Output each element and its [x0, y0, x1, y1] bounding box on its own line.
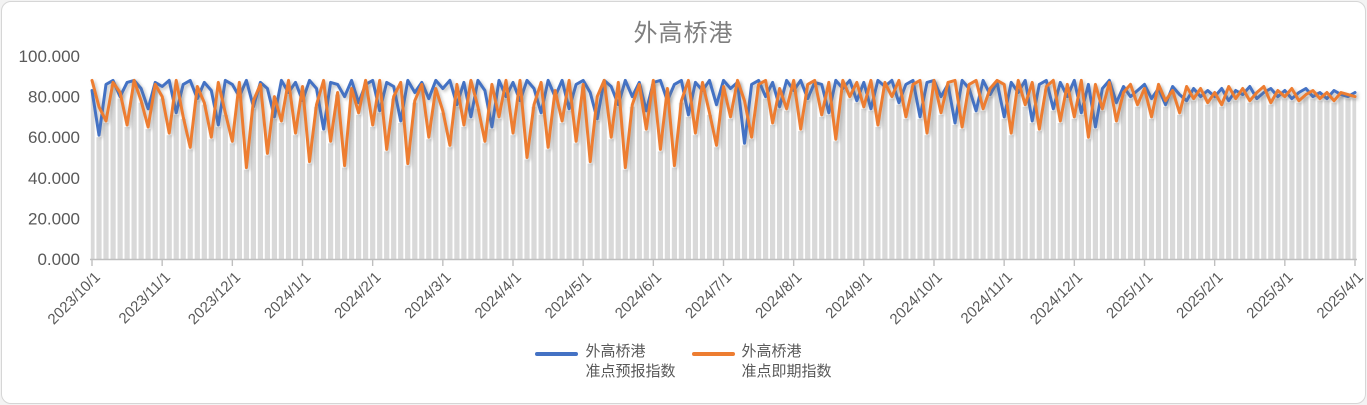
spot-line-marker-icon	[691, 352, 735, 356]
svg-text:2024/5/1: 2024/5/1	[542, 269, 595, 322]
x-axis	[90, 258, 1357, 266]
svg-text:2025/1/1: 2025/1/1	[1103, 269, 1156, 322]
svg-text:2024/7/1: 2024/7/1	[682, 269, 735, 322]
svg-text:2024/3/1: 2024/3/1	[401, 269, 454, 322]
svg-text:2025/2/1: 2025/2/1	[1173, 269, 1226, 322]
svg-text:2023/10/1: 2023/10/1	[45, 269, 104, 328]
svg-text:80.000: 80.000	[28, 88, 80, 107]
svg-text:2024/9/1: 2024/9/1	[822, 269, 875, 322]
y-axis-labels: 0.000 20.000 40.000 60.000 80.000 100.000	[19, 47, 80, 269]
svg-text:100.000: 100.000	[19, 47, 80, 66]
chart-legend: 外高桥港 准点预报指数 外高桥港 准点即期指数	[2, 342, 1365, 382]
x-axis-labels: 2023/10/1 2023/11/1 2023/12/1 2024/1/1 2024/…	[45, 269, 1366, 328]
svg-text:20.000: 20.000	[28, 209, 80, 228]
svg-text:40.000: 40.000	[28, 169, 80, 188]
svg-text:2024/4/1: 2024/4/1	[472, 269, 525, 322]
legend-label-forecast-line2: 准点预报指数	[585, 363, 676, 380]
legend-label-spot-line2: 准点即期指数	[741, 363, 832, 380]
svg-text:2024/6/1: 2024/6/1	[612, 269, 665, 322]
svg-text:2025/3/1: 2025/3/1	[1243, 269, 1296, 322]
svg-text:60.000: 60.000	[28, 128, 80, 147]
svg-text:2024/2/1: 2024/2/1	[331, 269, 384, 322]
svg-text:0.000: 0.000	[37, 250, 80, 269]
forecast-line-marker-icon	[535, 352, 579, 356]
svg-text:2024/1/1: 2024/1/1	[261, 269, 314, 322]
svg-text:2024/8/1: 2024/8/1	[752, 269, 805, 322]
svg-text:2024/10/1: 2024/10/1	[887, 269, 946, 328]
svg-text:2023/12/1: 2023/12/1	[185, 269, 244, 328]
legend-label-forecast: 外高桥港 准点预报指数	[585, 342, 675, 382]
svg-text:2024/12/1: 2024/12/1	[1027, 269, 1086, 328]
svg-text:2025/4/1: 2025/4/1	[1314, 269, 1366, 322]
background-bars	[90, 82, 1357, 260]
svg-text:2024/11/1: 2024/11/1	[958, 269, 1016, 327]
legend-label-spot: 外高桥港 准点即期指数	[742, 342, 832, 382]
legend-entry-forecast: 外高桥港 准点预报指数	[535, 342, 676, 382]
legend-entry-spot: 外高桥港 准点即期指数	[691, 342, 832, 382]
series-line-spot	[90, 78, 1357, 170]
svg-text:2023/11/1: 2023/11/1	[116, 269, 174, 327]
legend-label-forecast-line1: 外高桥港	[585, 343, 646, 360]
legend-label-spot-line1: 外高桥港	[741, 343, 802, 360]
chart-title: 外高桥港	[633, 20, 734, 47]
